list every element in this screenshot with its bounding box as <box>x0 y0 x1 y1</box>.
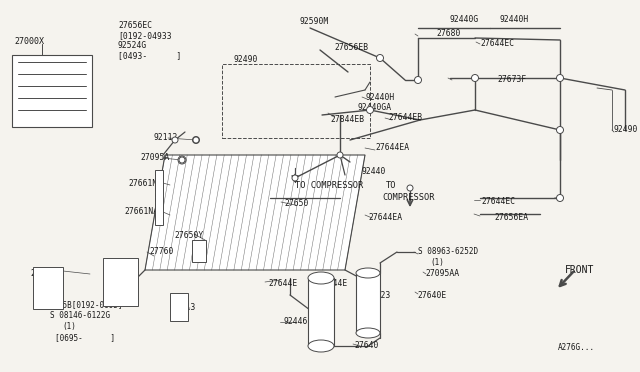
Text: 27644E: 27644E <box>268 279 297 289</box>
Circle shape <box>179 157 185 163</box>
Text: 92440H: 92440H <box>499 16 528 25</box>
Circle shape <box>415 77 422 83</box>
Text: 27644EC: 27644EC <box>480 39 514 48</box>
Circle shape <box>557 74 563 81</box>
Circle shape <box>292 175 298 181</box>
Circle shape <box>367 106 374 113</box>
Text: S 08963-6252D: S 08963-6252D <box>418 247 478 257</box>
Circle shape <box>178 156 186 164</box>
Text: 27710P: 27710P <box>30 269 60 279</box>
Text: 27680: 27680 <box>436 29 460 38</box>
Text: 27656EB: 27656EB <box>334 42 368 51</box>
Text: COMPRESSOR: COMPRESSOR <box>382 192 435 202</box>
Text: 27000X: 27000X <box>14 38 44 46</box>
Text: 92590M: 92590M <box>300 17 329 26</box>
Text: 27673F: 27673F <box>497 76 526 84</box>
Circle shape <box>193 137 200 144</box>
Text: 92112: 92112 <box>154 134 179 142</box>
Text: 27095B[0192-0695]: 27095B[0192-0695] <box>44 301 123 310</box>
Text: 92440GA: 92440GA <box>358 103 392 112</box>
Text: 27644EA: 27644EA <box>368 212 402 221</box>
Circle shape <box>557 195 563 202</box>
Ellipse shape <box>356 328 380 338</box>
Ellipse shape <box>308 272 334 284</box>
Text: 27640E: 27640E <box>417 291 446 299</box>
Ellipse shape <box>308 340 334 352</box>
Text: 92490: 92490 <box>614 125 638 135</box>
Text: 92440H: 92440H <box>365 93 394 102</box>
Text: 92113: 92113 <box>172 304 196 312</box>
Text: 27661NA: 27661NA <box>124 208 158 217</box>
Text: 27656EA: 27656EA <box>494 212 528 221</box>
Text: 27650Y: 27650Y <box>174 231 204 241</box>
Circle shape <box>193 137 199 143</box>
Text: 92440: 92440 <box>362 167 387 176</box>
Text: 27650: 27650 <box>284 199 308 208</box>
Text: TO: TO <box>386 182 397 190</box>
Text: 27644EA: 27644EA <box>375 144 409 153</box>
Circle shape <box>472 74 479 81</box>
Text: 92446: 92446 <box>283 317 307 327</box>
Circle shape <box>407 185 413 191</box>
Polygon shape <box>145 155 365 270</box>
Text: 27095A: 27095A <box>140 154 169 163</box>
Text: 27095AA: 27095AA <box>425 269 459 279</box>
Bar <box>356 273 380 333</box>
Circle shape <box>337 152 343 158</box>
Text: 27644EB: 27644EB <box>388 113 422 122</box>
Text: [0493-      ]: [0493- ] <box>118 51 181 61</box>
Ellipse shape <box>356 268 380 278</box>
Bar <box>12 55 92 127</box>
Bar <box>170 293 188 321</box>
Bar <box>103 258 138 306</box>
Text: 92524G: 92524G <box>118 42 147 51</box>
Circle shape <box>172 137 178 143</box>
Text: 27640: 27640 <box>354 341 378 350</box>
Text: 27644E: 27644E <box>318 279 348 289</box>
Text: FRONT: FRONT <box>565 265 595 275</box>
Bar <box>308 278 334 346</box>
Bar <box>155 170 163 225</box>
Text: [0695-      ]: [0695- ] <box>55 334 115 343</box>
Text: 92440G: 92440G <box>450 16 479 25</box>
Text: 92490: 92490 <box>234 55 259 64</box>
Text: 27656EC: 27656EC <box>118 22 152 31</box>
Text: A276G...: A276G... <box>558 343 595 353</box>
Text: [0192-04933: [0192-04933 <box>118 32 172 41</box>
Text: 27760: 27760 <box>149 247 173 257</box>
Text: 27661N: 27661N <box>128 179 157 187</box>
Bar <box>192 240 206 262</box>
Bar <box>222 64 370 138</box>
Text: (1): (1) <box>62 323 76 331</box>
Text: (1): (1) <box>430 259 444 267</box>
Text: TO COMPRESSOR: TO COMPRESSOR <box>295 182 364 190</box>
Text: 27623: 27623 <box>366 291 390 299</box>
Text: S 08146-6122G: S 08146-6122G <box>50 311 110 321</box>
Circle shape <box>376 55 383 61</box>
Circle shape <box>557 126 563 134</box>
Text: 27760E: 27760E <box>108 285 137 295</box>
Text: 27644EC: 27644EC <box>481 198 515 206</box>
Bar <box>33 267 63 309</box>
Text: 27844EB: 27844EB <box>330 115 364 124</box>
